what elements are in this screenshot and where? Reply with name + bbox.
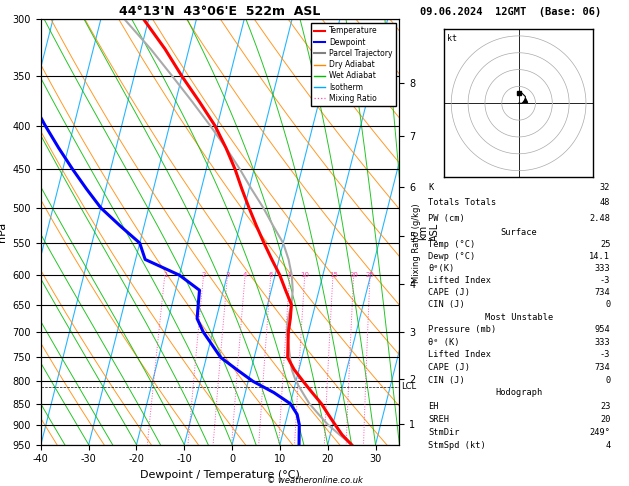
Text: 4: 4 bbox=[243, 272, 248, 278]
Text: kt: kt bbox=[447, 34, 457, 43]
Text: 48: 48 bbox=[600, 198, 610, 208]
Text: 734: 734 bbox=[594, 363, 610, 372]
Text: 14.1: 14.1 bbox=[589, 252, 610, 261]
Text: 0: 0 bbox=[605, 376, 610, 384]
Y-axis label: km
ASL: km ASL bbox=[418, 223, 440, 241]
Text: 2: 2 bbox=[202, 272, 206, 278]
Text: Temp (°C): Temp (°C) bbox=[428, 240, 476, 249]
Text: StmDir: StmDir bbox=[428, 428, 460, 437]
Text: -3: -3 bbox=[600, 276, 610, 285]
Title: 44°13'N  43°06'E  522m  ASL: 44°13'N 43°06'E 522m ASL bbox=[120, 5, 321, 18]
Text: -3: -3 bbox=[600, 350, 610, 360]
Text: EH: EH bbox=[428, 401, 438, 411]
Text: θᵉ(K): θᵉ(K) bbox=[428, 264, 454, 273]
Text: K: K bbox=[428, 183, 433, 192]
Text: θᵉ (K): θᵉ (K) bbox=[428, 338, 460, 347]
Text: 23: 23 bbox=[600, 401, 610, 411]
Text: 0: 0 bbox=[605, 300, 610, 310]
Text: Most Unstable: Most Unstable bbox=[485, 313, 554, 322]
Text: 249°: 249° bbox=[589, 428, 610, 437]
Text: 2.48: 2.48 bbox=[589, 214, 610, 223]
Text: Surface: Surface bbox=[501, 227, 538, 237]
Text: Dewp (°C): Dewp (°C) bbox=[428, 252, 476, 261]
Text: 734: 734 bbox=[594, 288, 610, 297]
Text: 09.06.2024  12GMT  (Base: 06): 09.06.2024 12GMT (Base: 06) bbox=[420, 7, 601, 17]
Text: 1: 1 bbox=[163, 272, 167, 278]
Text: © weatheronline.co.uk: © weatheronline.co.uk bbox=[267, 475, 362, 485]
Text: LCL: LCL bbox=[401, 382, 416, 391]
Text: StmSpd (kt): StmSpd (kt) bbox=[428, 441, 486, 450]
Text: Lifted Index: Lifted Index bbox=[428, 350, 491, 360]
Text: 3: 3 bbox=[226, 272, 230, 278]
Text: Pressure (mb): Pressure (mb) bbox=[428, 325, 496, 334]
Text: CIN (J): CIN (J) bbox=[428, 376, 465, 384]
Text: SREH: SREH bbox=[428, 415, 449, 424]
Text: 333: 333 bbox=[594, 338, 610, 347]
Text: 4: 4 bbox=[605, 441, 610, 450]
X-axis label: Dewpoint / Temperature (°C): Dewpoint / Temperature (°C) bbox=[140, 470, 300, 480]
Text: 25: 25 bbox=[600, 240, 610, 249]
Text: 954: 954 bbox=[594, 325, 610, 334]
Text: 32: 32 bbox=[600, 183, 610, 192]
Text: Mixing Ratio (g/kg): Mixing Ratio (g/kg) bbox=[412, 203, 421, 283]
Text: Hodograph: Hodograph bbox=[496, 388, 543, 398]
Text: 20: 20 bbox=[600, 415, 610, 424]
Text: CAPE (J): CAPE (J) bbox=[428, 363, 470, 372]
Text: Lifted Index: Lifted Index bbox=[428, 276, 491, 285]
Text: 15: 15 bbox=[329, 272, 338, 278]
Y-axis label: hPa: hPa bbox=[0, 222, 7, 242]
Text: CAPE (J): CAPE (J) bbox=[428, 288, 470, 297]
Text: 333: 333 bbox=[594, 264, 610, 273]
Text: PW (cm): PW (cm) bbox=[428, 214, 465, 223]
Text: CIN (J): CIN (J) bbox=[428, 300, 465, 310]
Text: 6: 6 bbox=[269, 272, 274, 278]
Text: 8: 8 bbox=[287, 272, 292, 278]
Text: Totals Totals: Totals Totals bbox=[428, 198, 496, 208]
Text: 20: 20 bbox=[349, 272, 359, 278]
Text: 10: 10 bbox=[301, 272, 309, 278]
Legend: Temperature, Dewpoint, Parcel Trajectory, Dry Adiabat, Wet Adiabat, Isotherm, Mi: Temperature, Dewpoint, Parcel Trajectory… bbox=[311, 23, 396, 106]
Text: 25: 25 bbox=[366, 272, 374, 278]
